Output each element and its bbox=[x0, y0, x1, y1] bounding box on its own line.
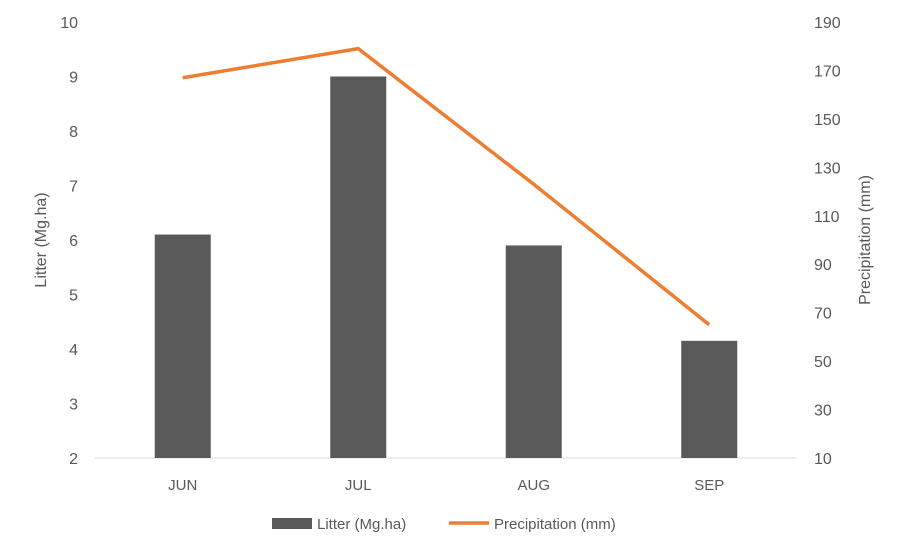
left-tick-label: 9 bbox=[69, 70, 78, 87]
right-tick-label: 150 bbox=[814, 112, 841, 129]
left-tick-label: 3 bbox=[69, 397, 78, 414]
right-tick-label: 130 bbox=[814, 160, 841, 177]
category-label: JUN bbox=[168, 477, 197, 494]
right-tick-label: 110 bbox=[814, 209, 840, 226]
category-label: SEP bbox=[694, 477, 724, 494]
category-label: AUG bbox=[517, 477, 550, 494]
right-axis-title: Precipitation (mm) bbox=[857, 175, 874, 305]
legend-swatch-litter bbox=[272, 518, 312, 529]
left-tick-label: 10 bbox=[60, 15, 78, 32]
legend-label-litter: Litter (Mg.ha) bbox=[317, 516, 406, 533]
legend-label-precipitation: Precipitation (mm) bbox=[494, 516, 616, 533]
bar-sep bbox=[681, 341, 737, 458]
left-tick-label: 7 bbox=[69, 179, 78, 196]
right-tick-label: 90 bbox=[814, 257, 832, 274]
left-axis-title: Litter (Mg.ha) bbox=[33, 192, 50, 287]
right-tick-label: 170 bbox=[814, 63, 841, 80]
bar-jul bbox=[330, 77, 386, 459]
right-tick-label: 50 bbox=[814, 354, 832, 371]
category-label: JUL bbox=[345, 477, 372, 494]
right-tick-label: 190 bbox=[814, 15, 841, 32]
left-tick-label: 8 bbox=[69, 124, 78, 141]
left-tick-label: 6 bbox=[69, 233, 78, 250]
precipitation-line bbox=[183, 49, 710, 325]
left-tick-label: 5 bbox=[69, 288, 78, 305]
bar-aug bbox=[506, 245, 562, 458]
right-tick-label: 30 bbox=[814, 403, 832, 420]
left-tick-label: 4 bbox=[69, 342, 78, 359]
right-tick-label: 10 bbox=[814, 451, 832, 468]
left-tick-label: 2 bbox=[69, 451, 78, 468]
bar-jun bbox=[155, 235, 211, 458]
right-tick-label: 70 bbox=[814, 306, 832, 323]
